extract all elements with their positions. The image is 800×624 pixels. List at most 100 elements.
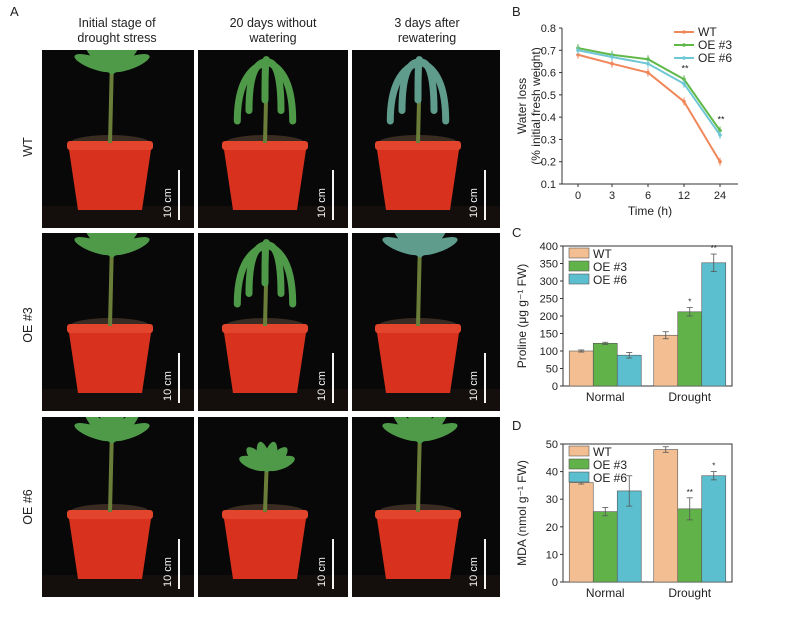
legend-label: WT xyxy=(593,445,612,459)
leaf xyxy=(418,423,458,442)
legend-label: OE #3 xyxy=(593,458,627,472)
x-tick-label: 3 xyxy=(609,190,615,202)
data-point xyxy=(682,81,686,86)
y-tick-label: 300 xyxy=(540,276,558,288)
significance-mark: * xyxy=(688,298,691,307)
leaf xyxy=(110,54,150,73)
data-point xyxy=(718,133,722,137)
bar-wt xyxy=(653,334,679,387)
leaf xyxy=(110,423,150,442)
column-header-rewatering: 3 days after rewatering xyxy=(352,16,502,46)
scale-bar-label: 10 cm xyxy=(316,371,328,401)
bar-oe6 xyxy=(701,262,727,387)
scale-bar xyxy=(484,170,486,220)
panel-letter-b: B xyxy=(512,4,521,19)
data-point xyxy=(646,70,650,75)
bar-oe3 xyxy=(592,343,618,387)
column-header-initial: Initial stage of drought stress xyxy=(42,16,192,46)
scale-bar xyxy=(484,539,486,589)
plant-photo-wt-rewater xyxy=(352,50,500,228)
leaf xyxy=(418,237,458,256)
plant-illustration xyxy=(352,233,500,411)
pot xyxy=(376,326,460,393)
legend-label: WT xyxy=(593,247,612,261)
x-axis-label: Time (h) xyxy=(628,204,672,218)
y-tick-label: 100 xyxy=(540,346,558,358)
plant-photo-oe3-rewater xyxy=(352,233,500,411)
scale-bar xyxy=(484,353,486,403)
pot xyxy=(68,512,152,579)
plant-illustration xyxy=(352,56,500,228)
y-tick-label: 200 xyxy=(540,311,558,323)
legend-marker xyxy=(682,43,686,47)
bar-oe6 xyxy=(701,475,727,583)
scale-bar-label: 10 cm xyxy=(162,557,174,587)
floor xyxy=(198,575,348,597)
leaf xyxy=(261,56,271,104)
pot-rim xyxy=(67,324,153,333)
series-line-wt xyxy=(577,53,721,163)
floor xyxy=(198,389,348,411)
leaf xyxy=(263,241,297,308)
y-tick-label: 0.7 xyxy=(541,45,556,57)
pot xyxy=(68,143,152,210)
y-tick-label: 0.5 xyxy=(541,90,556,102)
bar-oe3 xyxy=(677,311,703,387)
y-tick-label: 250 xyxy=(540,294,558,306)
legend-marker xyxy=(682,56,686,60)
pot-rim xyxy=(375,324,461,333)
leaf xyxy=(110,237,150,256)
legend-label: OE #6 xyxy=(593,273,627,287)
plant-illustration xyxy=(42,50,194,228)
legend-label: OE #6 xyxy=(698,51,732,65)
plant-photo-oe3-drought xyxy=(198,233,348,411)
plot-frame xyxy=(562,443,733,583)
y-tick-label: 0 xyxy=(552,381,558,393)
data-point xyxy=(718,128,722,133)
pot xyxy=(223,143,307,210)
x-category-label: Normal xyxy=(586,390,625,404)
row-label-oe6: OE #6 xyxy=(21,489,35,525)
y-tick-label: 10 xyxy=(546,549,558,561)
floor xyxy=(352,389,500,411)
legend-swatch xyxy=(568,260,590,272)
plant-illustration xyxy=(42,417,194,597)
y-tick-label: 400 xyxy=(540,241,558,253)
y-tick-label: 0 xyxy=(552,577,558,589)
row-label-wt: WT xyxy=(21,137,35,157)
y-tick-label: 350 xyxy=(540,259,558,271)
water-loss-chart: 0.1 0.2 0.3 0.4 0.5 0.6 0.7 0.8 0 3 6 12 24 Time (h) W… xyxy=(515,23,738,218)
leaf xyxy=(414,56,424,104)
panel-letter-d: D xyxy=(512,418,522,433)
panel-letter-c: C xyxy=(512,225,522,240)
x-tick-label: 12 xyxy=(678,190,690,202)
pot xyxy=(223,326,307,393)
pot-rim xyxy=(67,510,153,519)
scale-bar xyxy=(178,539,180,589)
scale-bar-label: 10 cm xyxy=(468,557,480,587)
y-tick-label: 0.6 xyxy=(541,68,556,80)
data-point xyxy=(718,159,722,164)
pot xyxy=(68,326,152,393)
column-header-line: 3 days after xyxy=(394,16,460,30)
scale-bar xyxy=(332,170,334,220)
scale-bar xyxy=(178,170,180,220)
data-point xyxy=(576,48,580,53)
plant-photo-oe6-drought xyxy=(198,417,348,597)
legend-label: OE #3 xyxy=(698,38,732,52)
legend-swatch xyxy=(568,273,590,285)
pot-rim xyxy=(222,141,308,150)
leaf xyxy=(261,239,271,287)
column-header-line: rewatering xyxy=(397,31,457,45)
data-point xyxy=(610,61,614,66)
y-axis-label: Proline (μg g⁻¹ FW) xyxy=(515,264,529,369)
bar-oe6 xyxy=(616,354,642,387)
bar-wt xyxy=(653,449,679,583)
pot-rim xyxy=(222,510,308,519)
floor xyxy=(42,206,194,228)
floor xyxy=(42,389,194,411)
y-tick-label: 20 xyxy=(546,522,558,534)
x-tick-label: 0 xyxy=(575,190,581,202)
